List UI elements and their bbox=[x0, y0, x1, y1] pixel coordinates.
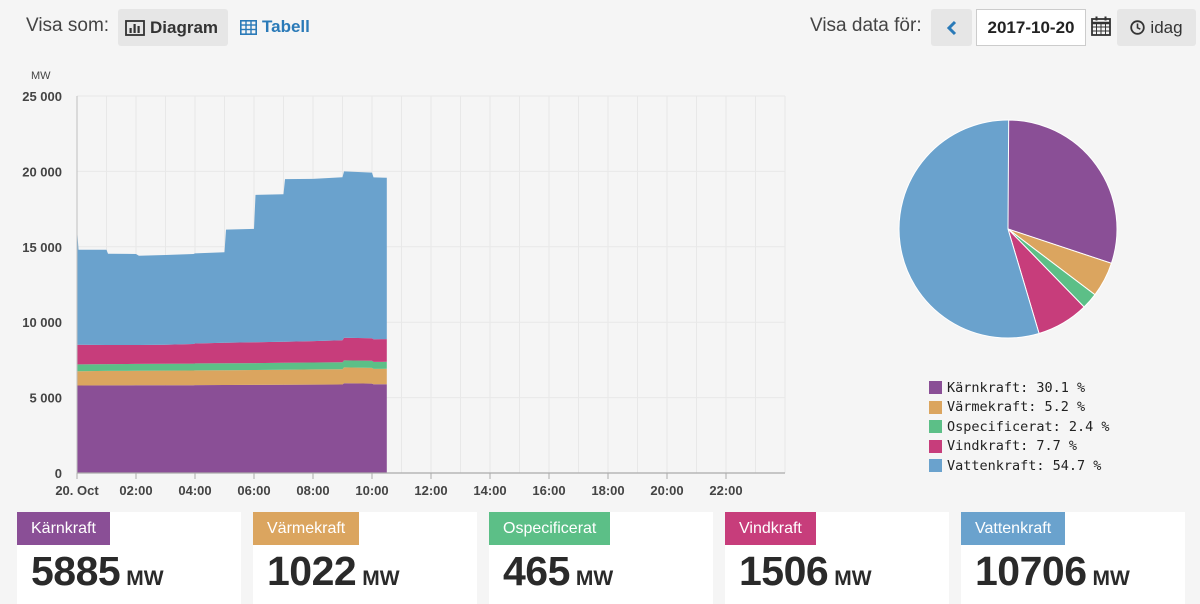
y-tick-label: 15 000 bbox=[22, 240, 62, 255]
chevron-left-icon bbox=[946, 20, 956, 35]
x-tick-label: 10:00 bbox=[355, 483, 388, 498]
card-unit: MW bbox=[1092, 567, 1130, 590]
today-button[interactable]: idag bbox=[1117, 9, 1196, 46]
x-tick-label: 12:00 bbox=[414, 483, 447, 498]
card-label: Värmekraft bbox=[253, 512, 360, 545]
legend-label: Vindkraft: 7.7 % bbox=[947, 438, 1078, 455]
pie-slice bbox=[898, 119, 1040, 339]
previous-day-button[interactable] bbox=[931, 9, 972, 46]
x-tick-label: 18:00 bbox=[591, 483, 624, 498]
clock-icon bbox=[1130, 20, 1146, 35]
table-link-label: Tabell bbox=[262, 17, 310, 36]
area-series bbox=[77, 171, 387, 345]
y-tick-label: 10 000 bbox=[22, 315, 62, 330]
x-tick-label: 20:00 bbox=[650, 483, 683, 498]
legend-label: Vattenkraft: 54.7 % bbox=[947, 457, 1102, 474]
x-tick-label: 06:00 bbox=[237, 483, 270, 498]
x-tick-label: 16:00 bbox=[532, 483, 565, 498]
card-value: 10706 MW bbox=[975, 548, 1130, 595]
y-tick-label: 5 000 bbox=[29, 391, 62, 406]
production-cards: Kärnkraft 5885 MW Värmekraft 1022 MW Ospec… bbox=[0, 512, 1200, 604]
card-karnkraft: Kärnkraft 5885 MW bbox=[17, 512, 241, 604]
pie-legend: Kärnkraft: 30.1 % Värmekraft: 5.2 % Ospe… bbox=[929, 378, 1110, 476]
card-value: 5885 MW bbox=[31, 548, 164, 595]
pie-chart bbox=[898, 119, 1118, 339]
card-unit: MW bbox=[126, 567, 164, 590]
date-input[interactable] bbox=[976, 9, 1086, 46]
legend-swatch bbox=[929, 439, 942, 453]
legend-item[interactable]: Värmekraft: 5.2 % bbox=[929, 398, 1110, 418]
card-value: 1506 MW bbox=[739, 548, 872, 595]
card-ospecificerat: Ospecificerat 465 MW bbox=[489, 512, 713, 604]
y-tick-label: 25 000 bbox=[22, 89, 62, 104]
card-unit: MW bbox=[362, 567, 400, 590]
card-number: 465 bbox=[503, 548, 570, 594]
diagram-button[interactable]: Diagram bbox=[118, 9, 228, 46]
legend-swatch bbox=[929, 420, 942, 434]
card-value: 465 MW bbox=[503, 548, 613, 595]
toolbar: Visa som: Diagram Tabell Visa data för: bbox=[0, 0, 1200, 58]
card-label: Kärnkraft bbox=[17, 512, 110, 545]
diagram-button-label: Diagram bbox=[150, 17, 219, 37]
y-tick-label: 20 000 bbox=[22, 164, 62, 179]
area-series bbox=[77, 383, 387, 473]
view-as-label: Visa som: bbox=[26, 15, 110, 36]
card-label: Ospecificerat bbox=[489, 512, 611, 545]
card-number: 1506 bbox=[739, 548, 829, 594]
stacked-area-chart: 0 5 000 10 000 15 000 20 000 25 000 MW 20. Oct 0… bbox=[22, 70, 786, 498]
show-data-for-label: Visa data för: bbox=[810, 15, 922, 36]
card-number: 1022 bbox=[267, 548, 357, 594]
table-link[interactable]: Tabell bbox=[240, 17, 310, 37]
legend-swatch bbox=[929, 400, 942, 414]
legend-swatch bbox=[929, 381, 942, 395]
bar-chart-icon bbox=[125, 19, 145, 36]
area-series bbox=[77, 337, 387, 365]
x-tick-label: 20. Oct bbox=[55, 483, 99, 498]
legend-item[interactable]: Ospecificerat: 2.4 % bbox=[929, 417, 1110, 437]
legend-item[interactable]: Vindkraft: 7.7 % bbox=[929, 437, 1110, 457]
y-axis-unit: MW bbox=[31, 70, 51, 82]
card-vindkraft: Vindkraft 1506 MW bbox=[725, 512, 949, 604]
x-tick-label: 04:00 bbox=[178, 483, 211, 498]
legend-label: Värmekraft: 5.2 % bbox=[947, 399, 1086, 416]
legend-label: Kärnkraft: 30.1 % bbox=[947, 379, 1086, 396]
card-number: 10706 bbox=[975, 548, 1087, 594]
x-tick-label: 02:00 bbox=[119, 483, 152, 498]
card-label: Vindkraft bbox=[725, 512, 816, 545]
x-tick-label: 08:00 bbox=[296, 483, 329, 498]
card-vattenkraft: Vattenkraft 10706 MW bbox=[961, 512, 1185, 604]
x-tick-label: 22:00 bbox=[709, 483, 742, 498]
y-tick-label: 0 bbox=[55, 466, 62, 481]
legend-label: Ospecificerat: 2.4 % bbox=[947, 418, 1110, 435]
legend-item[interactable]: Kärnkraft: 30.1 % bbox=[929, 378, 1110, 398]
today-button-label: idag bbox=[1150, 17, 1183, 37]
legend-item[interactable]: Vattenkraft: 54.7 % bbox=[929, 456, 1110, 476]
card-label: Vattenkraft bbox=[961, 512, 1066, 545]
table-icon bbox=[240, 19, 257, 35]
card-value: 1022 MW bbox=[267, 548, 400, 595]
area-series bbox=[77, 360, 387, 372]
pie-slice bbox=[1007, 119, 1118, 264]
legend-swatch bbox=[929, 459, 942, 473]
x-tick-label: 14:00 bbox=[473, 483, 506, 498]
area-series bbox=[77, 367, 387, 386]
card-varmekraft: Värmekraft 1022 MW bbox=[253, 512, 477, 604]
calendar-icon[interactable] bbox=[1091, 16, 1111, 36]
card-unit: MW bbox=[575, 567, 614, 590]
card-unit: MW bbox=[834, 567, 872, 590]
card-number: 5885 bbox=[31, 548, 121, 594]
